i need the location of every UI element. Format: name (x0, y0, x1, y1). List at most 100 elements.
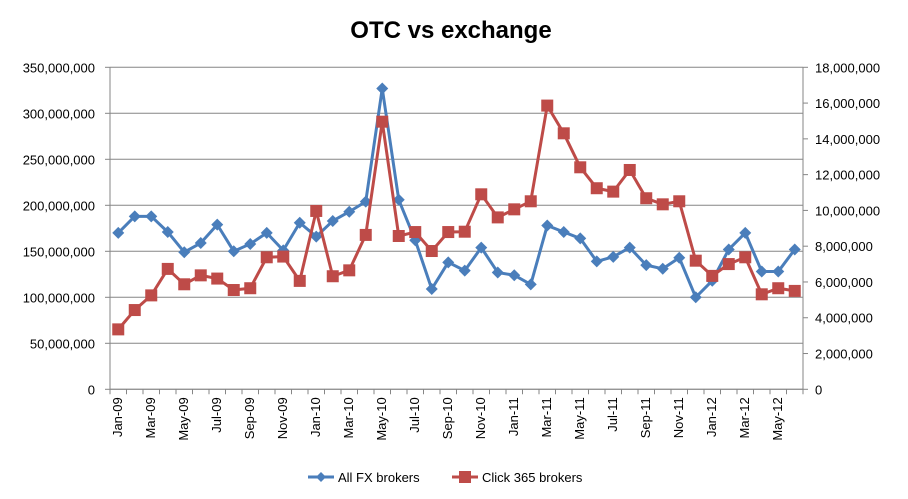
data-point-diamond (640, 259, 653, 272)
legend-label: All FX brokers (338, 470, 420, 485)
right-axis-tick-label: 10,000,000 (815, 203, 880, 218)
x-axis-tick-label: Nov-10 (473, 397, 488, 439)
data-point-diamond (392, 193, 405, 206)
data-point-square (607, 185, 620, 198)
data-point-square (343, 264, 356, 277)
data-point-square (310, 204, 323, 217)
axes: 0 50,000,000 100,000,000 150,000,000 200,000… (23, 60, 880, 440)
x-axis-tick-label: Jan-11 (506, 397, 521, 436)
data-point-diamond (310, 230, 323, 243)
data-point-square (508, 203, 521, 216)
data-point-diamond (607, 250, 620, 263)
x-axis-tick-label: Jan-10 (308, 397, 323, 437)
data-point-square (557, 127, 570, 140)
data-point-square (178, 278, 191, 291)
data-point-diamond (244, 237, 257, 250)
data-point-square (623, 163, 636, 176)
data-point-diamond (772, 265, 785, 278)
data-point-square (161, 262, 174, 275)
legend-label: Click 365 brokers (482, 470, 583, 485)
data-point-square (359, 228, 372, 241)
data-point-square (689, 254, 702, 267)
x-axis-tick-label: May-12 (770, 397, 785, 440)
data-point-square (788, 284, 801, 297)
x-axis-tick-label: Nov-09 (275, 397, 290, 439)
data-point-diamond (524, 278, 537, 291)
data-point-diamond (260, 226, 273, 239)
left-axis-tick-label: 150,000,000 (23, 244, 95, 259)
data-point-square (574, 161, 587, 174)
data-point-square (739, 251, 752, 264)
data-point-square (590, 182, 603, 195)
data-point-diamond (788, 243, 801, 256)
data-point-diamond (145, 210, 158, 223)
x-axis-tick-label: Nov-11 (671, 397, 686, 438)
x-axis-tick-label: Jul-11 (605, 397, 620, 431)
data-point-diamond (590, 255, 603, 268)
series-group (112, 82, 801, 336)
data-point-diamond (343, 205, 356, 218)
data-point-square (491, 211, 504, 224)
x-axis-tick-label: Sep-09 (242, 397, 257, 439)
left-axis-tick-label: 350,000,000 (23, 60, 95, 75)
data-point-square (722, 258, 735, 271)
data-point-diamond (755, 265, 768, 278)
data-point-diamond (722, 243, 735, 256)
right-axis-tick-label: 14,000,000 (815, 132, 880, 147)
data-point-diamond (508, 269, 521, 282)
left-axis-tick-label: 250,000,000 (23, 152, 95, 167)
right-axis-tick-label: 4,000,000 (815, 311, 873, 326)
data-point-diamond (227, 245, 240, 258)
data-point-diamond (458, 264, 471, 277)
data-point-square (442, 226, 455, 239)
legend-marker-diamond (316, 472, 326, 482)
x-axis-tick-label: Mar-12 (737, 397, 752, 438)
legend-marker-square (459, 471, 471, 483)
data-point-square (277, 250, 290, 263)
data-point-square (541, 99, 554, 112)
x-axis-tick-label: Mar-09 (143, 397, 158, 438)
data-point-diamond (656, 262, 669, 275)
data-point-square (475, 188, 488, 201)
data-point-diamond (541, 219, 554, 232)
data-point-square (211, 272, 224, 285)
data-point-square (755, 288, 768, 301)
data-point-square (706, 269, 719, 282)
data-point-diamond (178, 246, 191, 259)
data-point-diamond (442, 256, 455, 269)
data-point-square (244, 282, 257, 295)
data-point-diamond (739, 226, 752, 239)
data-point-diamond (326, 214, 339, 227)
right-axis-tick-label: 16,000,000 (815, 96, 880, 111)
data-point-diamond (425, 283, 438, 296)
data-point-diamond (557, 225, 570, 238)
data-point-square (425, 245, 438, 258)
data-point-square (112, 323, 125, 336)
data-point-diamond (673, 251, 686, 264)
left-axis-tick-label: 0 (88, 382, 95, 397)
right-axis-tick-label: 8,000,000 (815, 239, 873, 254)
right-axis-tick-label: 0 (815, 382, 822, 397)
data-point-square (376, 115, 389, 128)
legend: All FX brokers Click 365 brokers (308, 470, 583, 485)
x-axis-tick-label: Jan-09 (110, 397, 125, 437)
data-point-diamond (161, 225, 174, 238)
right-axis-tick-label: 2,000,000 (815, 347, 873, 362)
left-axis-tick-label: 200,000,000 (23, 198, 95, 213)
data-point-diamond (475, 241, 488, 254)
data-point-square (326, 270, 339, 283)
right-axis-tick-label: 18,000,000 (815, 60, 880, 75)
data-point-square (293, 274, 306, 287)
data-point-square (409, 226, 422, 239)
data-point-diamond (194, 237, 207, 250)
x-axis-tick-label: Jul-09 (209, 397, 224, 432)
data-point-diamond (689, 291, 702, 304)
data-point-square (772, 282, 785, 295)
data-point-square (128, 304, 141, 317)
right-axis-tick-label: 12,000,000 (815, 168, 880, 183)
data-point-diamond (574, 232, 587, 245)
data-point-square (524, 195, 537, 208)
data-point-square (194, 269, 207, 282)
chart-title: OTC vs exchange (350, 17, 551, 44)
